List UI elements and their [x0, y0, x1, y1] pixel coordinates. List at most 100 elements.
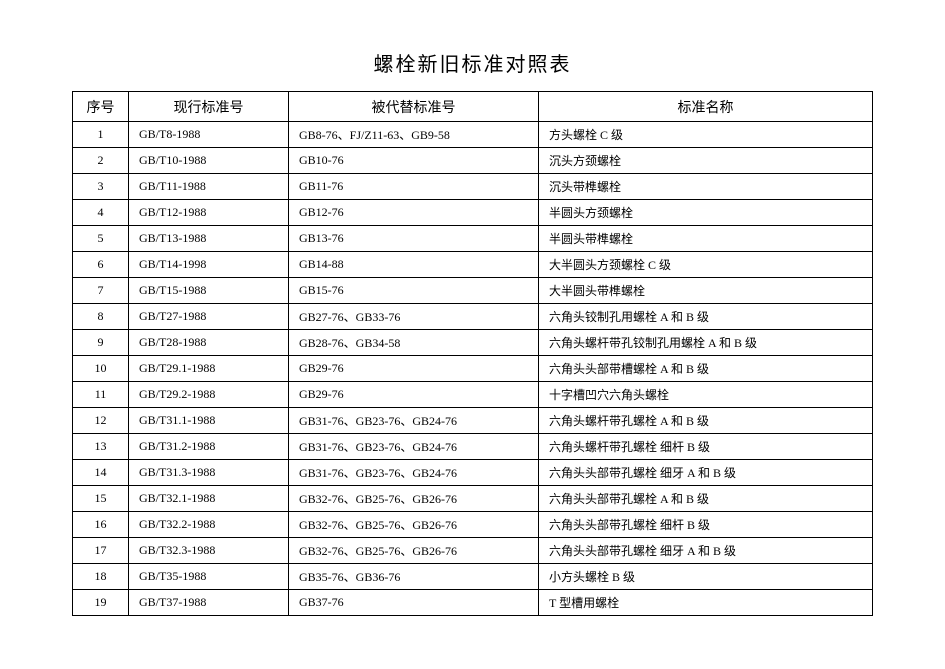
table-row: 8GB/T27-1988GB27-76、GB33-76六角头铰制孔用螺栓 A 和… [73, 304, 873, 330]
cell-name: 六角头铰制孔用螺栓 A 和 B 级 [539, 304, 873, 330]
table-row: 5GB/T13-1988GB13-76半圆头带榫螺栓 [73, 226, 873, 252]
cell-index: 10 [73, 356, 129, 382]
cell-name: 方头螺栓 C 级 [539, 122, 873, 148]
table-row: 6GB/T14-1998GB14-88大半圆头方颈螺栓 C 级 [73, 252, 873, 278]
table-row: 7GB/T15-1988GB15-76大半圆头带榫螺栓 [73, 278, 873, 304]
table-row: 12GB/T31.1-1988GB31-76、GB23-76、GB24-76六角… [73, 408, 873, 434]
cell-replaced: GB8-76、FJ/Z11-63、GB9-58 [289, 122, 539, 148]
cell-current: GB/T31.2-1988 [129, 434, 289, 460]
cell-index: 17 [73, 538, 129, 564]
cell-current: GB/T10-1988 [129, 148, 289, 174]
cell-name: 六角头头部带孔螺栓 细牙 A 和 B 级 [539, 460, 873, 486]
cell-replaced: GB32-76、GB25-76、GB26-76 [289, 538, 539, 564]
cell-index: 4 [73, 200, 129, 226]
cell-name: 六角头螺杆带孔螺栓 A 和 B 级 [539, 408, 873, 434]
cell-current: GB/T35-1988 [129, 564, 289, 590]
cell-name: 小方头螺栓 B 级 [539, 564, 873, 590]
cell-replaced: GB14-88 [289, 252, 539, 278]
cell-replaced: GB29-76 [289, 356, 539, 382]
cell-index: 5 [73, 226, 129, 252]
cell-index: 9 [73, 330, 129, 356]
cell-index: 12 [73, 408, 129, 434]
table-header-row: 序号 现行标准号 被代替标准号 标准名称 [73, 92, 873, 122]
cell-index: 6 [73, 252, 129, 278]
cell-name: 六角头头部带孔螺栓 细牙 A 和 B 级 [539, 538, 873, 564]
table-row: 16GB/T32.2-1988GB32-76、GB25-76、GB26-76六角… [73, 512, 873, 538]
cell-name: 沉头带榫螺栓 [539, 174, 873, 200]
cell-name: 大半圆头带榫螺栓 [539, 278, 873, 304]
cell-index: 15 [73, 486, 129, 512]
cell-index: 14 [73, 460, 129, 486]
table-row: 9GB/T28-1988GB28-76、GB34-58六角头螺杆带孔铰制孔用螺栓… [73, 330, 873, 356]
col-header-name: 标准名称 [539, 92, 873, 122]
cell-name: 大半圆头方颈螺栓 C 级 [539, 252, 873, 278]
table-row: 13GB/T31.2-1988GB31-76、GB23-76、GB24-76六角… [73, 434, 873, 460]
table-row: 14GB/T31.3-1988GB31-76、GB23-76、GB24-76六角… [73, 460, 873, 486]
cell-name: T 型槽用螺栓 [539, 590, 873, 616]
table-row: 18GB/T35-1988GB35-76、GB36-76小方头螺栓 B 级 [73, 564, 873, 590]
cell-current: GB/T32.3-1988 [129, 538, 289, 564]
col-header-current: 现行标准号 [129, 92, 289, 122]
cell-index: 3 [73, 174, 129, 200]
cell-replaced: GB13-76 [289, 226, 539, 252]
cell-index: 18 [73, 564, 129, 590]
table-row: 2GB/T10-1988GB10-76沉头方颈螺栓 [73, 148, 873, 174]
cell-replaced: GB37-76 [289, 590, 539, 616]
cell-replaced: GB12-76 [289, 200, 539, 226]
cell-current: GB/T13-1988 [129, 226, 289, 252]
cell-name: 六角头螺杆带孔铰制孔用螺栓 A 和 B 级 [539, 330, 873, 356]
cell-current: GB/T28-1988 [129, 330, 289, 356]
cell-current: GB/T29.2-1988 [129, 382, 289, 408]
cell-current: GB/T14-1998 [129, 252, 289, 278]
cell-current: GB/T31.3-1988 [129, 460, 289, 486]
page-title: 螺栓新旧标准对照表 [72, 48, 873, 77]
table-row: 10GB/T29.1-1988GB29-76六角头头部带槽螺栓 A 和 B 级 [73, 356, 873, 382]
cell-replaced: GB31-76、GB23-76、GB24-76 [289, 460, 539, 486]
cell-current: GB/T31.1-1988 [129, 408, 289, 434]
cell-current: GB/T29.1-1988 [129, 356, 289, 382]
table-row: 19GB/T37-1988GB37-76T 型槽用螺栓 [73, 590, 873, 616]
cell-replaced: GB29-76 [289, 382, 539, 408]
cell-replaced: GB32-76、GB25-76、GB26-76 [289, 512, 539, 538]
cell-current: GB/T32.2-1988 [129, 512, 289, 538]
table-row: 17GB/T32.3-1988GB32-76、GB25-76、GB26-76六角… [73, 538, 873, 564]
cell-name: 六角头头部带槽螺栓 A 和 B 级 [539, 356, 873, 382]
cell-name: 沉头方颈螺栓 [539, 148, 873, 174]
cell-replaced: GB15-76 [289, 278, 539, 304]
cell-replaced: GB11-76 [289, 174, 539, 200]
cell-replaced: GB32-76、GB25-76、GB26-76 [289, 486, 539, 512]
cell-current: GB/T15-1988 [129, 278, 289, 304]
table-row: 15GB/T32.1-1988GB32-76、GB25-76、GB26-76六角… [73, 486, 873, 512]
cell-replaced: GB10-76 [289, 148, 539, 174]
cell-name: 半圆头带榫螺栓 [539, 226, 873, 252]
col-header-replaced: 被代替标准号 [289, 92, 539, 122]
cell-index: 11 [73, 382, 129, 408]
table-row: 4GB/T12-1988GB12-76半圆头方颈螺栓 [73, 200, 873, 226]
cell-replaced: GB28-76、GB34-58 [289, 330, 539, 356]
cell-index: 8 [73, 304, 129, 330]
cell-index: 2 [73, 148, 129, 174]
cell-current: GB/T11-1988 [129, 174, 289, 200]
cell-index: 1 [73, 122, 129, 148]
table-row: 1GB/T8-1988GB8-76、FJ/Z11-63、GB9-58方头螺栓 C… [73, 122, 873, 148]
cell-current: GB/T32.1-1988 [129, 486, 289, 512]
cell-replaced: GB35-76、GB36-76 [289, 564, 539, 590]
cell-index: 7 [73, 278, 129, 304]
cell-name: 十字槽凹穴六角头螺栓 [539, 382, 873, 408]
cell-name: 六角头头部带孔螺栓 细杆 B 级 [539, 512, 873, 538]
cell-current: GB/T12-1988 [129, 200, 289, 226]
cell-name: 六角头头部带孔螺栓 A 和 B 级 [539, 486, 873, 512]
cell-index: 19 [73, 590, 129, 616]
col-header-index: 序号 [73, 92, 129, 122]
cell-name: 六角头螺杆带孔螺栓 细杆 B 级 [539, 434, 873, 460]
document-page: 螺栓新旧标准对照表 序号 现行标准号 被代替标准号 标准名称 1GB/T8-19… [0, 0, 945, 616]
cell-replaced: GB31-76、GB23-76、GB24-76 [289, 434, 539, 460]
table-body: 1GB/T8-1988GB8-76、FJ/Z11-63、GB9-58方头螺栓 C… [73, 122, 873, 616]
cell-index: 13 [73, 434, 129, 460]
cell-name: 半圆头方颈螺栓 [539, 200, 873, 226]
table-row: 11GB/T29.2-1988GB29-76十字槽凹穴六角头螺栓 [73, 382, 873, 408]
cell-index: 16 [73, 512, 129, 538]
cell-current: GB/T27-1988 [129, 304, 289, 330]
standards-table: 序号 现行标准号 被代替标准号 标准名称 1GB/T8-1988GB8-76、F… [72, 91, 873, 616]
cell-replaced: GB31-76、GB23-76、GB24-76 [289, 408, 539, 434]
